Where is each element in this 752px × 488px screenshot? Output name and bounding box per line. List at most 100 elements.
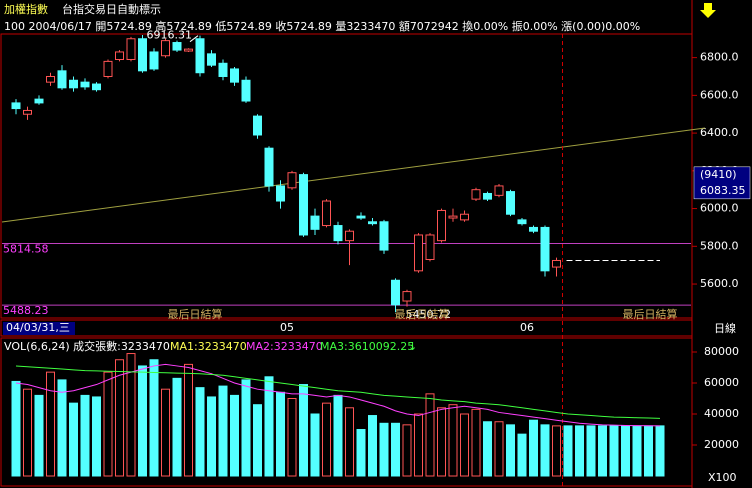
candle-body <box>241 79 251 102</box>
volume-bar <box>34 394 44 477</box>
ma-line <box>15 365 661 419</box>
volume-bar <box>483 421 492 477</box>
volume-bar <box>195 387 205 477</box>
candle-body <box>138 38 147 72</box>
volume-bar <box>563 425 573 477</box>
candle-body <box>230 68 239 83</box>
candle-body <box>437 209 446 242</box>
annotation-pointer <box>189 35 199 43</box>
volume-bar <box>345 407 354 477</box>
candle-body <box>115 51 124 61</box>
volume-bar <box>299 384 308 477</box>
candle-body <box>253 115 262 136</box>
volume-bar <box>184 363 193 477</box>
volume-bar <box>598 425 607 477</box>
current-label: (9410) <box>700 168 737 181</box>
candle-body <box>471 189 481 200</box>
volume-bar <box>149 359 159 477</box>
volume-bar <box>391 422 400 477</box>
candle-body <box>391 279 400 306</box>
volume-bar <box>172 377 182 477</box>
volume-bar <box>264 376 274 477</box>
volume-bar <box>218 385 228 477</box>
candle-body <box>149 51 159 70</box>
level-label: 5488.23 <box>3 304 49 317</box>
candle-body <box>448 215 458 219</box>
volume-bar <box>471 408 481 477</box>
level-label: 5814.58 <box>3 243 49 256</box>
volume-bar <box>276 391 285 477</box>
volume-bar <box>287 397 297 477</box>
candle-body <box>57 70 67 89</box>
candle-body <box>552 259 561 268</box>
settlement-label: 最后日結算 <box>395 307 450 321</box>
volume-bar <box>655 425 665 477</box>
volume-bar <box>23 388 32 477</box>
y-tick-label: 5800.0 <box>700 239 739 252</box>
date-label: 05 <box>280 321 294 334</box>
volume-bar <box>333 394 343 477</box>
scroll-icon[interactable] <box>700 3 716 18</box>
candle-body <box>80 81 90 88</box>
candle-body <box>402 291 412 302</box>
volume-bar <box>11 380 21 477</box>
candle-body <box>368 221 377 225</box>
subtitle: 台指交易日自動標示 <box>62 2 161 16</box>
volume-bar <box>506 424 515 477</box>
candle-body <box>333 225 343 242</box>
volume-bar <box>540 424 550 477</box>
volume-unit: X100 <box>708 471 737 484</box>
y-tick-label: 6400.0 <box>700 126 739 139</box>
volume-bar <box>92 396 101 477</box>
volume-bar <box>379 422 389 477</box>
volume-bar <box>425 393 435 477</box>
trend-line <box>1 127 706 223</box>
date-label: 04/03/31,三 <box>6 321 70 334</box>
volume-bar <box>621 425 630 477</box>
volume-bar <box>609 425 619 477</box>
y-tick-label: 6000.0 <box>700 202 739 215</box>
volume-bar <box>322 402 331 477</box>
volume-bar <box>356 428 366 477</box>
current-box <box>693 166 751 200</box>
candle-body <box>506 191 515 215</box>
high-annotation: 6916.31 <box>147 29 193 42</box>
volume-bar <box>253 404 262 477</box>
volume-bar <box>552 425 561 477</box>
candle-body <box>23 109 32 115</box>
settlement-label: 最后日結算 <box>168 307 223 321</box>
candle-body <box>184 48 193 52</box>
candle-body <box>161 40 170 57</box>
candle-body <box>322 200 331 227</box>
volume-bar <box>46 371 55 477</box>
y-tick-label: 20000 <box>704 438 739 451</box>
volume-bar <box>448 404 458 477</box>
volume-bar <box>310 413 320 477</box>
ma-trend-arrow: ↓ <box>408 340 417 353</box>
y-tick-label: 6600.0 <box>700 88 739 101</box>
candle-body <box>195 38 205 74</box>
candle-body <box>494 185 504 196</box>
volume-bar <box>529 419 538 477</box>
candle-body <box>69 79 78 89</box>
candle-body <box>460 213 469 221</box>
candle-body <box>379 221 389 251</box>
volume-bar <box>586 425 596 477</box>
volume-bar <box>368 415 377 477</box>
candle-body <box>207 53 216 66</box>
candle-body <box>345 230 354 242</box>
current-value: 6083.35 <box>700 184 746 197</box>
candle-body <box>46 75 55 83</box>
candle-body <box>264 147 274 187</box>
volume-bar <box>69 402 78 477</box>
volume-bar <box>161 388 170 477</box>
candle-body <box>34 98 44 104</box>
candle-body <box>483 192 492 200</box>
ma2-label: MA2:3233470 <box>246 340 323 353</box>
candle-body <box>276 185 285 202</box>
title: 加權指數 <box>4 2 48 16</box>
candle-body <box>414 234 423 272</box>
volume-bar <box>632 425 642 477</box>
